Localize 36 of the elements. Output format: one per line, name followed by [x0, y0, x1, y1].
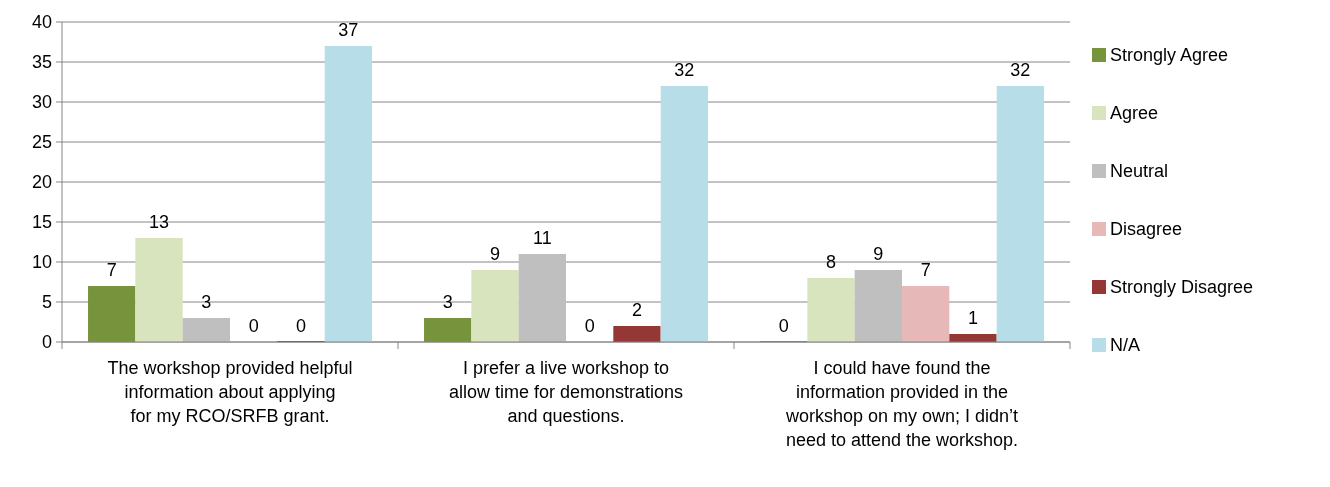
data-label: 9	[490, 244, 501, 264]
data-label: 8	[826, 252, 837, 272]
data-label: 3	[201, 292, 212, 312]
y-tick-label: 5	[41, 292, 52, 313]
y-tick-label: 30	[31, 92, 52, 113]
x-tick-label: I prefer a live workshop to allow time for demonstrations and questions.	[448, 358, 684, 426]
data-label: 32	[1010, 60, 1031, 80]
data-label: 0	[248, 316, 259, 336]
legend-label: Agree	[1110, 103, 1159, 124]
y-tick-label: 40	[31, 12, 52, 33]
data-label: 0	[778, 316, 789, 336]
data-label: 2	[631, 300, 642, 320]
data-label: 7	[106, 260, 117, 280]
legend-label: Strongly Disagree	[1110, 277, 1254, 298]
x-tick-label: I could have found the information provided in the workshop on my own; I didn’t need to attend the workshop.	[784, 358, 1019, 450]
data-label: 13	[149, 212, 170, 232]
legend-label: Strongly Agree	[1110, 45, 1229, 66]
data-label: 0	[295, 316, 306, 336]
y-tick-label: 0	[41, 332, 52, 353]
y-tick-label: 35	[31, 52, 52, 73]
legend-label: N/A	[1110, 335, 1141, 356]
data-label: 3	[442, 292, 453, 312]
data-label: 32	[674, 60, 695, 80]
legend-label: Neutral	[1110, 161, 1169, 182]
data-label: 7	[920, 260, 931, 280]
y-tick-label: 10	[31, 252, 52, 273]
y-tick-label: 15	[31, 212, 52, 233]
data-label: 9	[873, 244, 884, 264]
legend-label: Disagree	[1110, 219, 1183, 240]
y-tick-label: 20	[31, 172, 52, 193]
data-label: 11	[532, 228, 552, 248]
y-tick-label: 25	[31, 132, 52, 153]
data-label: 0	[584, 316, 595, 336]
data-label: 37	[338, 20, 359, 40]
data-label: 1	[967, 308, 978, 328]
x-tick-label: The workshop provided helpful information about applying for my RCO/SRFB grant.	[107, 358, 353, 426]
